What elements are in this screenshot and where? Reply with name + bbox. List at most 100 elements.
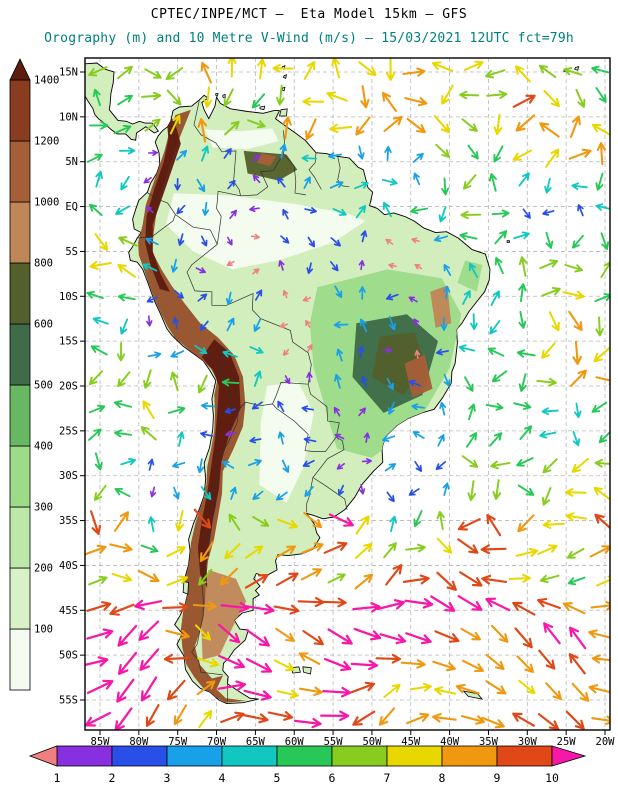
wind-arrow	[303, 436, 317, 444]
island	[302, 666, 312, 675]
wind-arrow	[468, 403, 476, 421]
wind-arrow	[458, 344, 476, 353]
orography-scale-label: 1200	[34, 136, 59, 148]
wind-arrow	[405, 543, 426, 553]
wind-arrow	[197, 657, 220, 668]
wind-arrow	[513, 231, 530, 240]
wind-arrow	[95, 170, 103, 188]
wind-arrow	[336, 348, 343, 362]
wind-arrow	[593, 346, 610, 363]
wind-arrow	[539, 259, 559, 270]
x-axis-tick-label: 75W	[168, 736, 188, 748]
wind-arrow	[116, 65, 133, 80]
wind-arrow	[117, 293, 136, 302]
wind-arrow	[228, 513, 241, 531]
wind-arrow	[485, 653, 505, 671]
wind-arrow	[326, 91, 348, 102]
wind-arrow	[389, 515, 398, 533]
y-axis-tick-label: 30S	[59, 470, 78, 482]
country-border	[312, 477, 348, 510]
wind-arrow	[568, 310, 583, 332]
wind-arrow	[328, 152, 342, 160]
wind-arrow	[227, 58, 237, 78]
wind-arrow	[438, 206, 447, 223]
wind-arrow	[467, 144, 479, 160]
wind-arrow	[515, 547, 539, 557]
wind-arrow	[568, 626, 587, 650]
wind-arrow	[305, 118, 317, 141]
wind-arrow	[254, 289, 263, 301]
wind-arrow	[245, 603, 275, 615]
wind-colorbar-segment	[166, 745, 223, 767]
wind-arrow	[90, 510, 102, 535]
wind-arrow	[172, 317, 180, 329]
wind-arrow	[588, 629, 610, 639]
orography-colorbar-segment	[9, 140, 31, 203]
orography-scale-label: 100	[34, 624, 53, 636]
wind-arrow	[282, 116, 292, 140]
central-america-coastline	[85, 62, 159, 141]
wind-arrow	[461, 455, 479, 468]
x-axis-tick-label: 30W	[518, 736, 538, 748]
wind-arrow	[138, 620, 160, 641]
wind-colorbar-segment	[331, 745, 388, 767]
wind-arrow	[202, 202, 210, 216]
wind-arrow	[301, 542, 324, 554]
wind-arrow	[513, 401, 532, 410]
wind-arrow	[176, 204, 186, 215]
wind-arrow	[279, 322, 289, 329]
wind-arrow	[223, 148, 232, 159]
y-axis-tick-label: 10S	[59, 291, 78, 303]
wind-arrow	[170, 350, 185, 358]
wind-arrow	[363, 432, 371, 443]
wind-arrow	[481, 574, 508, 585]
wind-arrow	[86, 679, 114, 695]
wind-arrow	[297, 597, 325, 608]
wind-arrow	[375, 653, 402, 664]
wind-arrow	[467, 480, 477, 502]
wind-arrow	[197, 374, 208, 394]
wind-scale-label: 4	[219, 771, 226, 785]
wind-arrow	[571, 457, 590, 473]
wind-arrow	[277, 518, 298, 529]
wind-arrow	[196, 680, 216, 696]
wind-arrow	[137, 569, 160, 583]
country-border	[272, 384, 340, 452]
wind-arrow	[518, 256, 528, 277]
wind-arrow	[146, 296, 158, 303]
wind-arrow	[358, 483, 366, 495]
plot-subtitle: Orography (m) and 10 Metre V-Wind (m/s) …	[44, 31, 574, 46]
wind-arrow	[436, 537, 453, 554]
wind-arrow	[227, 236, 233, 246]
wind-arrow	[386, 491, 395, 503]
wind-arrow	[142, 400, 155, 420]
wind-arrow	[300, 568, 322, 581]
wind-arrow	[139, 648, 160, 671]
wind-arrow	[304, 207, 317, 214]
wind-arrow	[90, 345, 108, 356]
wind-arrow	[118, 236, 138, 247]
wind-arrow	[412, 431, 425, 439]
wind-arrow	[402, 574, 430, 585]
wind-arrow	[404, 598, 434, 609]
wind-arrow	[298, 652, 321, 665]
wind-arrow	[355, 515, 370, 535]
country-border	[191, 410, 239, 676]
y-axis-tick-label: 15S	[59, 336, 78, 348]
wind-arrow	[514, 627, 533, 649]
wind-arrow	[329, 261, 339, 272]
country-border	[306, 436, 345, 513]
y-axis-tick-label: 45S	[59, 605, 78, 617]
wind-arrow	[491, 209, 510, 218]
wind-arrow	[198, 568, 213, 586]
wind-arrow	[147, 516, 156, 533]
wind-arrow	[302, 630, 324, 646]
wind-arrow	[413, 172, 421, 186]
wind-arrow	[323, 657, 352, 672]
y-axis-tick-label: 15N	[59, 67, 78, 79]
wind-arrow	[144, 68, 162, 79]
wind-arrow	[320, 710, 350, 722]
wind-arrow	[134, 599, 163, 611]
wind-arrow	[116, 678, 135, 703]
wind-arrow	[230, 486, 237, 500]
